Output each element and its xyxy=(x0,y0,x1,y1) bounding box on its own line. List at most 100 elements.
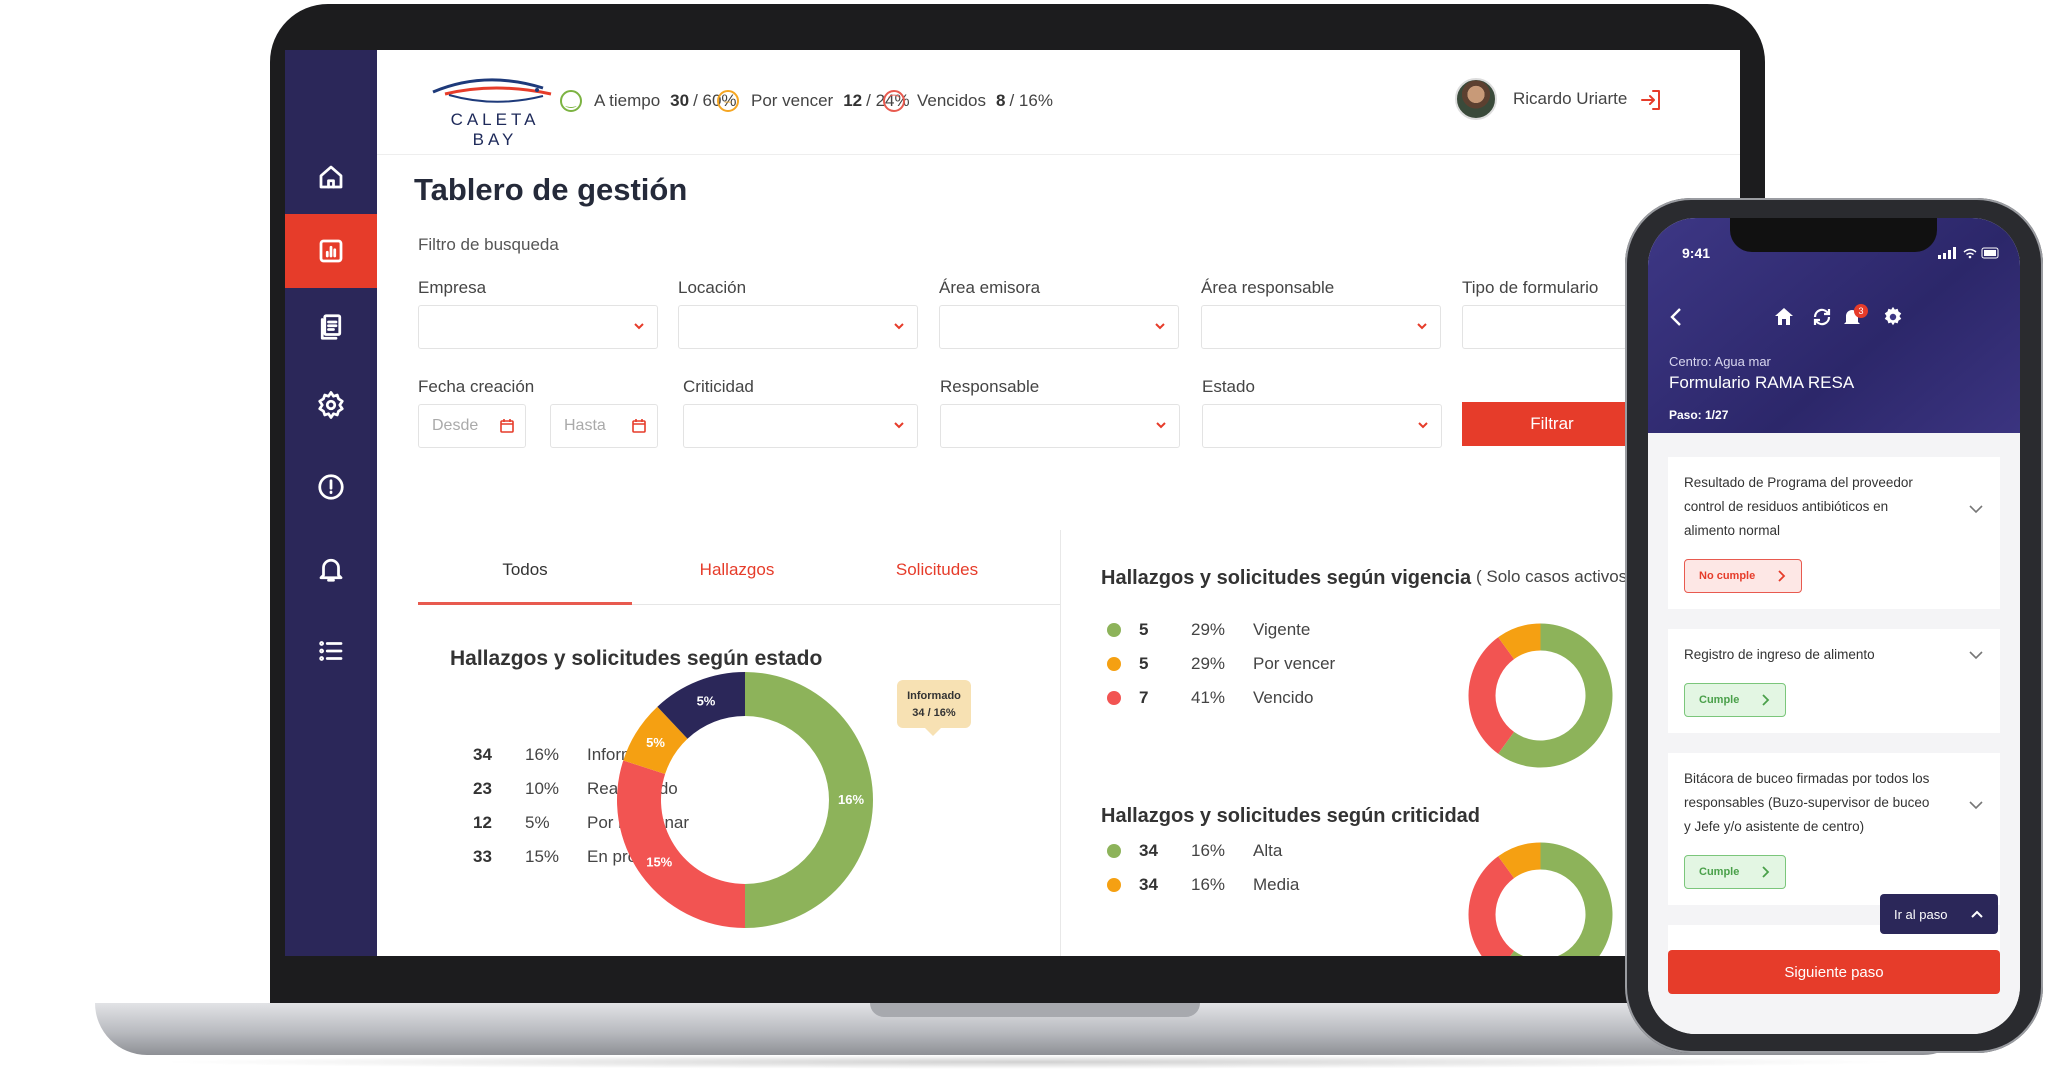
tooltip-value: 34 / 16% xyxy=(912,707,956,719)
legend-count: 34 xyxy=(1139,875,1158,894)
donut-slice[interactable] xyxy=(1498,842,1541,879)
logout-icon[interactable] xyxy=(1639,88,1663,112)
alert-circle-icon xyxy=(318,474,344,500)
logo[interactable]: CALETA BAY xyxy=(425,72,565,149)
chevron-up-icon xyxy=(1971,910,1983,918)
slice-label: 5% xyxy=(697,693,716,708)
select-criticidad[interactable] xyxy=(683,404,918,448)
stat-label: Por vencer xyxy=(751,91,834,110)
select-locacion[interactable] xyxy=(678,305,918,349)
donut-slice[interactable] xyxy=(1498,623,1613,768)
donut-slice[interactable] xyxy=(657,672,745,739)
status-icons xyxy=(1938,247,1999,259)
phone-header: 9:41 3 Centro: Agua mar Formulario RAMA … xyxy=(1648,218,2020,433)
legend-count: 12 xyxy=(473,813,492,832)
donut-slice[interactable] xyxy=(745,672,873,928)
gear-icon[interactable] xyxy=(1882,306,1904,328)
legend-label: Por vencer xyxy=(1253,654,1336,673)
status-button-cumple[interactable]: Cumple xyxy=(1684,683,1786,717)
date-from-input[interactable]: Desde xyxy=(418,404,526,448)
calendar-icon xyxy=(500,419,514,433)
chevron-down-icon[interactable] xyxy=(1968,647,1984,663)
status-label: Cumple xyxy=(1699,866,1740,878)
form-item[interactable]: Resultado de Programa del proveedor cont… xyxy=(1668,457,2000,609)
donut-chart-criticidad xyxy=(1468,842,1613,956)
stat-overdue: ⌒ Vencidos 8 / 16% xyxy=(883,90,1053,112)
chart-title-vigencia: Hallazgos y solicitudes según vigencia xyxy=(1101,567,1472,589)
legend-percent: 10% xyxy=(525,779,560,798)
goto-step-button[interactable]: Ir al paso xyxy=(1880,894,1998,934)
label-tipo-formulario: Tipo de formulario xyxy=(1462,278,1599,297)
page-title: Tablero de gestión xyxy=(414,172,688,207)
donut-slice[interactable] xyxy=(617,760,745,928)
chevron-down-icon xyxy=(894,323,904,330)
stat-count: 30 xyxy=(670,91,690,110)
chevron-down-icon xyxy=(894,422,904,429)
label-responsable: Responsable xyxy=(940,377,1040,396)
chevron-down-icon xyxy=(634,323,644,330)
slice-label: 16% xyxy=(838,792,864,807)
user-menu[interactable]: Ricardo Uriarte xyxy=(1455,78,1627,120)
label-estado: Estado xyxy=(1202,377,1255,396)
stat-count: 8 xyxy=(996,91,1006,110)
select-area-emisora[interactable] xyxy=(939,305,1179,349)
label-area-responsable: Área responsable xyxy=(1201,278,1335,297)
legend-percent: 29% xyxy=(1191,620,1226,639)
top-header: CALETA BAY ‿ A tiempo 30 / 60% – Por ven… xyxy=(377,50,1740,155)
status-button-cumple[interactable]: Cumple xyxy=(1684,855,1786,889)
tab-solicitudes[interactable]: Solicitudes xyxy=(895,560,979,579)
sidebar-item-settings[interactable] xyxy=(285,368,377,442)
chevron-down-icon xyxy=(1155,323,1165,330)
form-item-text: Bitácora de buceo firmadas por todos los… xyxy=(1684,771,1930,834)
donut-slice[interactable] xyxy=(1498,623,1541,660)
calendar-icon xyxy=(632,419,646,433)
legend-percent: 41% xyxy=(1191,688,1226,707)
donut-chart-vigencia xyxy=(1468,623,1613,768)
sidebar xyxy=(285,50,377,956)
sidebar-item-list[interactable] xyxy=(285,614,377,688)
select-estado[interactable] xyxy=(1202,404,1442,448)
sidebar-item-documents[interactable] xyxy=(285,290,377,364)
filter-button[interactable]: Filtrar xyxy=(1462,402,1642,446)
status-label: Cumple xyxy=(1699,694,1740,706)
sidebar-item-alerts[interactable] xyxy=(285,450,377,524)
tab-todos[interactable]: Todos xyxy=(502,560,548,579)
donut-slice[interactable] xyxy=(623,706,688,775)
next-step-button[interactable]: Siguiente paso xyxy=(1668,950,2000,994)
legend-count: 34 xyxy=(1139,841,1158,860)
legend-count: 33 xyxy=(473,847,492,866)
stat-count: 12 xyxy=(843,91,863,110)
status-button-no-cumple[interactable]: No cumple xyxy=(1684,559,1802,593)
chart-title-estado: Hallazgos y solicitudes según estado xyxy=(450,647,823,670)
sidebar-item-home[interactable] xyxy=(285,140,377,214)
form-item[interactable]: Registro de ingreso de alimento Cumple xyxy=(1668,629,2000,733)
legend-dot xyxy=(1107,657,1121,671)
date-to-input[interactable]: Hasta xyxy=(550,404,658,448)
bar-chart-icon xyxy=(319,239,343,263)
sync-icon[interactable] xyxy=(1811,306,1833,328)
form-body: Resultado de Programa del proveedor cont… xyxy=(1648,433,2020,1034)
select-responsable[interactable] xyxy=(940,404,1180,448)
donut-slice[interactable] xyxy=(1468,637,1515,754)
chevron-down-icon[interactable] xyxy=(1968,797,1984,813)
avatar xyxy=(1455,78,1497,120)
legend-row: 7 41% Vencido xyxy=(1107,688,1314,708)
chevron-down-icon[interactable] xyxy=(1968,501,1984,517)
select-area-responsable[interactable] xyxy=(1201,305,1441,349)
donut-slice[interactable] xyxy=(1498,842,1613,957)
sidebar-item-dashboard[interactable] xyxy=(285,214,377,288)
form-item[interactable]: Bitácora de buceo firmadas por todos los… xyxy=(1668,753,2000,905)
legend-count: 34 xyxy=(473,745,492,764)
slice-label: 15% xyxy=(646,854,672,869)
tab-hallazgos[interactable]: Hallazgos xyxy=(699,560,775,579)
home-icon[interactable] xyxy=(1773,306,1795,328)
laptop-shadow xyxy=(150,1055,1910,1069)
legend-row: 34 16% Alta xyxy=(1107,841,1282,861)
donut-slice[interactable] xyxy=(1468,856,1515,956)
sidebar-item-notifications[interactable] xyxy=(285,532,377,606)
back-arrow-icon[interactable] xyxy=(1666,306,1688,328)
date-from-placeholder: Desde xyxy=(432,417,479,434)
legend-label: Vigente xyxy=(1253,620,1311,639)
select-empresa[interactable] xyxy=(418,305,658,349)
stat-pct: / 16% xyxy=(1009,91,1053,110)
